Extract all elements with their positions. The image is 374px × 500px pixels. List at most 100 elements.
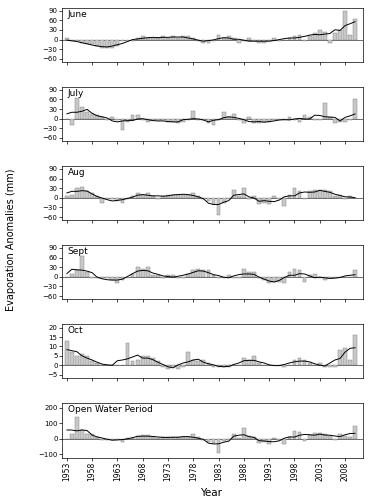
Bar: [116, 439, 119, 440]
Bar: [323, 190, 327, 198]
Bar: [308, 435, 312, 439]
Bar: [232, 114, 236, 118]
Bar: [242, 358, 246, 365]
Bar: [323, 102, 327, 118]
Bar: [353, 270, 357, 277]
Bar: [80, 186, 84, 198]
Bar: [196, 196, 200, 198]
Bar: [323, 434, 327, 439]
Bar: [282, 439, 286, 444]
Bar: [176, 365, 180, 369]
Bar: [131, 274, 134, 277]
Bar: [80, 430, 84, 439]
Bar: [156, 38, 160, 40]
Bar: [95, 116, 99, 118]
Bar: [110, 198, 114, 200]
Bar: [75, 188, 79, 198]
Bar: [95, 40, 99, 46]
Bar: [110, 439, 114, 440]
Bar: [237, 438, 241, 439]
Bar: [292, 36, 296, 40]
Bar: [65, 38, 69, 40]
Bar: [247, 436, 251, 439]
Bar: [80, 108, 84, 118]
Bar: [85, 192, 89, 198]
Bar: [257, 439, 261, 444]
Bar: [151, 437, 155, 439]
Bar: [242, 188, 246, 198]
Bar: [257, 198, 261, 204]
Bar: [136, 360, 140, 365]
Bar: [348, 118, 352, 120]
Bar: [146, 38, 150, 40]
Bar: [141, 194, 145, 198]
Bar: [247, 360, 251, 365]
Bar: [217, 365, 220, 367]
Bar: [126, 277, 129, 278]
Bar: [116, 198, 119, 201]
Bar: [267, 439, 271, 444]
Bar: [227, 439, 231, 440]
Bar: [136, 116, 140, 118]
Bar: [257, 364, 261, 365]
Bar: [348, 35, 352, 40]
Bar: [308, 192, 312, 198]
Bar: [222, 277, 226, 278]
Bar: [206, 364, 210, 365]
Bar: [348, 196, 352, 198]
Bar: [272, 196, 276, 198]
Bar: [313, 190, 317, 198]
Bar: [338, 350, 342, 365]
Text: Evaporation Anomalies (mm): Evaporation Anomalies (mm): [6, 169, 16, 311]
Bar: [252, 356, 256, 365]
Bar: [100, 277, 104, 278]
Bar: [151, 358, 155, 365]
Bar: [181, 437, 185, 439]
Bar: [136, 193, 140, 198]
Bar: [237, 118, 241, 120]
Bar: [303, 116, 306, 118]
Bar: [120, 118, 124, 130]
Bar: [110, 117, 114, 118]
Bar: [222, 112, 226, 118]
Bar: [181, 36, 185, 40]
Bar: [257, 118, 261, 124]
Bar: [131, 40, 134, 41]
Bar: [333, 196, 337, 198]
Bar: [242, 118, 246, 124]
Bar: [85, 112, 89, 118]
Bar: [222, 439, 226, 441]
Bar: [206, 270, 210, 277]
Bar: [85, 356, 89, 365]
Bar: [176, 277, 180, 278]
Bar: [217, 118, 220, 120]
Bar: [120, 198, 124, 202]
Bar: [131, 196, 134, 198]
Text: Year: Year: [200, 488, 222, 498]
Bar: [323, 365, 327, 367]
Bar: [278, 198, 281, 200]
Bar: [116, 277, 119, 283]
Text: Oct: Oct: [68, 326, 83, 335]
Text: Sept: Sept: [68, 247, 89, 256]
Bar: [348, 437, 352, 439]
Bar: [252, 437, 256, 439]
Bar: [80, 256, 84, 277]
Bar: [166, 118, 170, 122]
Bar: [288, 272, 291, 277]
Bar: [232, 190, 236, 198]
Bar: [141, 118, 145, 120]
Bar: [156, 438, 160, 439]
Bar: [323, 32, 327, 40]
Bar: [95, 196, 99, 198]
Bar: [212, 439, 215, 444]
Bar: [80, 40, 84, 43]
Bar: [176, 118, 180, 124]
Bar: [278, 118, 281, 120]
Bar: [166, 437, 170, 439]
Bar: [196, 269, 200, 277]
Bar: [272, 38, 276, 40]
Bar: [186, 118, 190, 120]
Bar: [212, 40, 215, 41]
Bar: [333, 365, 337, 367]
